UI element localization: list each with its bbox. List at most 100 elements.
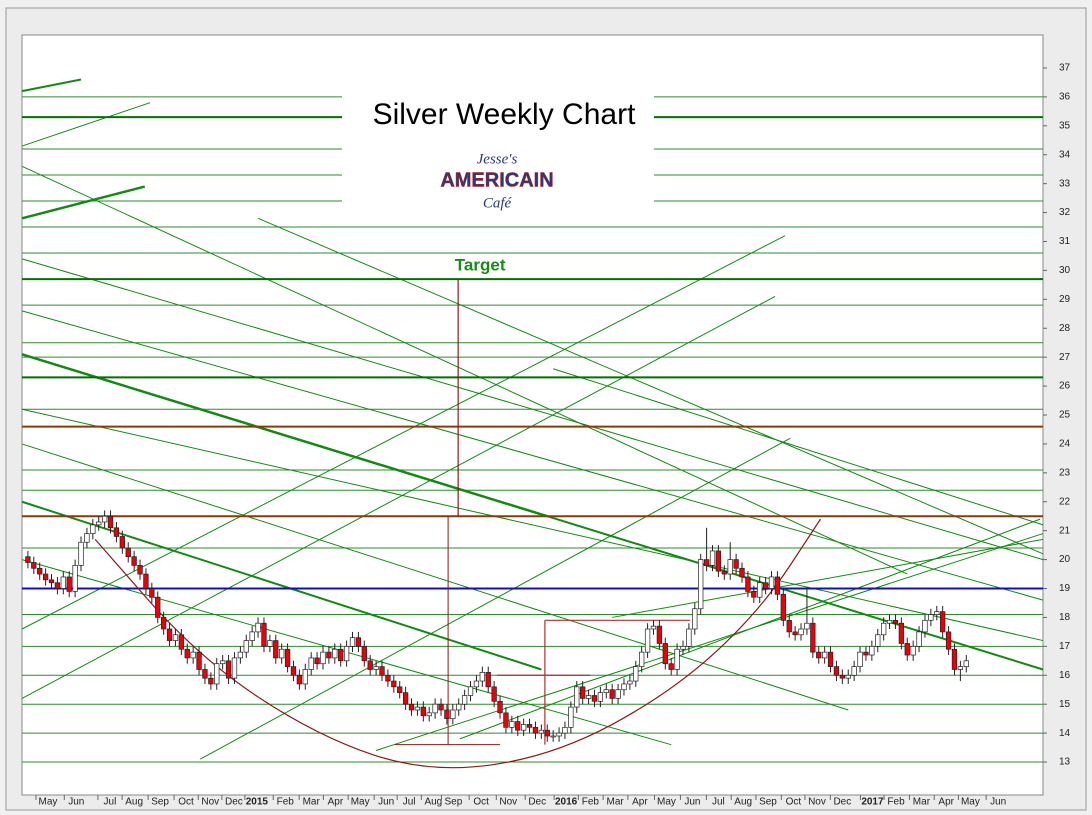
x-tick-label: Jul — [403, 797, 416, 808]
x-tick-label: May — [961, 797, 980, 808]
candle-body — [892, 619, 899, 624]
candle-body — [875, 634, 881, 647]
candle-body — [627, 680, 633, 685]
trend-line — [21, 235, 786, 630]
candle-body — [166, 628, 173, 641]
candle-body — [426, 712, 432, 717]
candle-body — [798, 628, 804, 636]
candle-body — [945, 631, 952, 650]
x-tick-label: Dec — [528, 797, 546, 808]
candle-body — [904, 643, 910, 656]
candle-body — [249, 631, 255, 641]
candle-body — [550, 735, 556, 738]
candle-body — [308, 657, 314, 670]
x-tick-label: Feb — [887, 797, 905, 808]
candle-body — [951, 648, 958, 670]
candle-body — [662, 643, 668, 665]
x-tick-label: Dec — [225, 797, 243, 808]
candle-body — [816, 651, 822, 659]
trend-line — [21, 310, 1044, 601]
candle-body — [90, 524, 96, 534]
candle-body — [332, 648, 338, 659]
candle-body — [60, 576, 66, 589]
x-tick-label: Mar — [303, 797, 321, 808]
y-tick-label: 20 — [1059, 554, 1071, 565]
candle-body — [231, 657, 238, 679]
candle-body — [196, 651, 202, 670]
candle-body — [650, 625, 657, 630]
candle-body — [591, 695, 598, 702]
y-tick-label: 34 — [1059, 149, 1071, 160]
y-tick-label: 19 — [1059, 583, 1071, 594]
candle-body — [25, 556, 31, 563]
candle-body — [698, 559, 704, 610]
candle-body — [42, 573, 49, 581]
candle-body — [101, 515, 108, 523]
candle-body — [898, 622, 905, 644]
candle-body — [338, 648, 344, 662]
candle-body — [633, 666, 639, 682]
candle-body — [284, 648, 291, 667]
y-tick-label: 32 — [1059, 207, 1071, 218]
candle-body — [202, 669, 208, 679]
x-tick-label: Mar — [913, 797, 931, 808]
candle-body — [178, 634, 184, 650]
candle-body — [774, 576, 781, 595]
x-tick-label: Jun — [68, 797, 84, 808]
x-tick-label: May — [657, 797, 676, 808]
candle-body — [751, 591, 757, 598]
y-tick-label: 30 — [1059, 265, 1071, 276]
y-tick-label: 14 — [1059, 728, 1071, 739]
x-tick-label: 2016 — [555, 797, 578, 808]
candle-body — [580, 686, 586, 699]
candle-body — [916, 631, 922, 647]
x-tick-label: Feb — [277, 797, 295, 808]
candle-body — [680, 646, 686, 650]
candle-body — [361, 646, 367, 662]
candle-body — [922, 619, 928, 633]
x-tick-label: Sep — [151, 797, 169, 808]
y-tick-label: 31 — [1059, 236, 1071, 247]
candle-body — [54, 582, 61, 589]
candle-body — [184, 648, 190, 659]
trend-line — [21, 185, 146, 220]
candle-body — [520, 724, 527, 731]
title-box — [342, 92, 654, 220]
candle-body — [934, 611, 940, 615]
candle-body — [397, 686, 403, 693]
candle-body — [515, 721, 521, 731]
candle-body — [538, 729, 545, 734]
x-tick-label: Jul — [104, 797, 117, 808]
candle-body — [668, 663, 674, 670]
candle-body — [709, 550, 716, 566]
y-tick-label: 26 — [1059, 381, 1071, 392]
x-tick-label: Apr — [328, 797, 344, 808]
candle-body — [160, 617, 167, 630]
trend-line — [612, 538, 1044, 618]
candle-body — [273, 640, 279, 659]
candle-body — [603, 689, 609, 693]
candle-body — [910, 646, 916, 656]
candle-body — [296, 674, 303, 685]
y-tick-label: 27 — [1059, 352, 1071, 363]
candle-body — [84, 533, 90, 543]
y-tick-label: 29 — [1059, 294, 1071, 305]
candle-body — [391, 680, 397, 688]
candle-body — [857, 651, 863, 667]
x-tick-label: Oct — [786, 797, 802, 808]
candle-body — [343, 646, 350, 662]
trend-line — [21, 165, 908, 575]
trend-line — [21, 500, 542, 671]
logo-line2: AMERICAIN — [440, 169, 553, 191]
candle-body — [349, 637, 356, 647]
x-tick-label: Apr — [632, 797, 648, 808]
candle-body — [137, 565, 143, 575]
candle-body — [786, 619, 792, 633]
y-tick-label: 16 — [1059, 670, 1071, 681]
candle-body — [432, 703, 438, 714]
candle-body — [827, 651, 834, 667]
trend-line — [21, 258, 1044, 561]
candle-body — [48, 579, 55, 584]
candle-body — [715, 550, 722, 572]
candle-body — [703, 559, 710, 566]
